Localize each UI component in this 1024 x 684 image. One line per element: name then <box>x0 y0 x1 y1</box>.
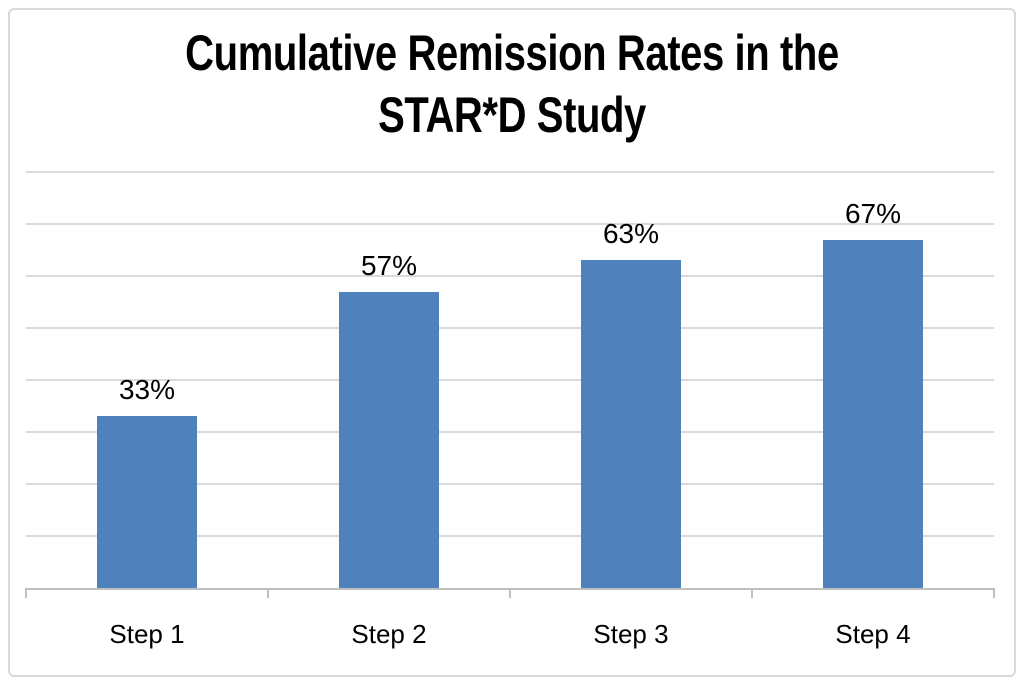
gridline-10 <box>26 535 994 537</box>
gridline-50 <box>26 327 994 329</box>
gridline-80 <box>26 171 994 173</box>
category-cell-3: 63% <box>510 172 752 588</box>
bar-step-2 <box>339 291 439 588</box>
gridline-60 <box>26 275 994 277</box>
x-axis-tick-1 <box>267 588 269 598</box>
x-label-step-3: Step 3 <box>593 619 669 649</box>
x-label-step-1: Step 1 <box>109 619 185 649</box>
x-axis <box>25 588 995 600</box>
x-axis-tick-0 <box>25 588 27 598</box>
value-label-2: 57% <box>360 249 418 281</box>
plot-area: 33% 57% 63% 67% <box>26 171 994 588</box>
gridline-20 <box>26 483 994 485</box>
bar-step-1 <box>97 416 197 588</box>
x-axis-tick-4 <box>993 588 995 598</box>
bar-step-3 <box>581 260 681 588</box>
category-cell-2: 57% <box>268 172 510 588</box>
x-label-step-4: Step 4 <box>835 619 911 649</box>
gridline-70 <box>26 223 994 225</box>
category-cell-4: 67% <box>752 172 994 588</box>
chart-title-line-1: Cumulative Remission Rates in the <box>185 25 839 81</box>
x-axis-labels: Step 1 Step 2 Step 3 Step 4 <box>26 617 994 651</box>
value-label-1: 33% <box>118 374 176 406</box>
gridline-40 <box>26 379 994 381</box>
x-axis-tick-3 <box>751 588 753 598</box>
bar-step-4 <box>823 239 923 588</box>
gridline-30 <box>26 431 994 433</box>
x-label-step-2: Step 2 <box>351 619 427 649</box>
category-cell-1: 33% <box>26 172 268 588</box>
value-label-3: 63% <box>602 218 660 250</box>
x-axis-tick-2 <box>509 588 511 598</box>
value-label-4: 67% <box>844 197 902 229</box>
chart-title: Cumulative Remission Rates in the STAR*D… <box>102 22 921 146</box>
chart-title-line-2: STAR*D Study <box>378 87 646 143</box>
